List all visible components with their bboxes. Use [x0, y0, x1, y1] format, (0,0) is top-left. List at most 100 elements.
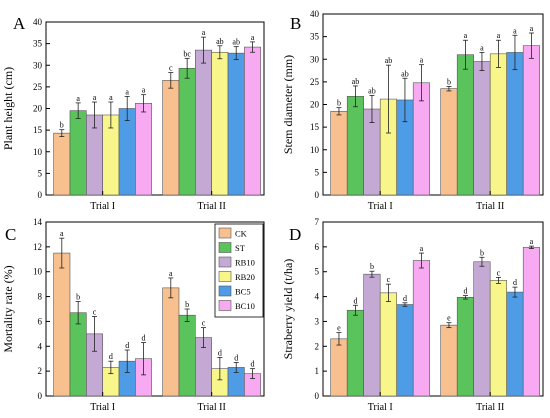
y-tick-label: 4: [315, 292, 320, 302]
y-tick-label: 10: [33, 147, 43, 157]
x-category-label: Trial II: [198, 201, 226, 212]
x-category-label: Trial I: [368, 402, 393, 413]
significance-letter: a: [60, 229, 64, 238]
significance-letter: b: [337, 99, 341, 108]
bar: [489, 53, 508, 196]
bar: [440, 88, 458, 196]
significance-letter: e: [447, 314, 451, 323]
y-axis-title: Mortality rate (%): [1, 265, 15, 352]
y-tick-label: 40: [33, 17, 43, 27]
y-tick-label: 15: [310, 122, 320, 132]
legend-label: RB10: [235, 258, 255, 268]
y-axis-title: Plant height (cm): [1, 67, 15, 150]
significance-letter: e: [337, 324, 341, 333]
significance-letter: a: [480, 43, 484, 52]
legend-swatch: [218, 227, 232, 239]
y-tick-label: 6: [315, 242, 320, 252]
bar: [363, 273, 381, 397]
y-tick-label: 2: [38, 366, 43, 376]
legend-label: BC5: [235, 287, 251, 297]
significance-letter: d: [234, 353, 238, 362]
bar: [162, 80, 180, 196]
significance-letter: c: [497, 268, 501, 277]
y-tick-label: 0: [315, 391, 320, 401]
y-tick-label: 10: [310, 145, 320, 155]
significance-letter: a: [497, 31, 501, 40]
panel-letter: D: [289, 225, 301, 244]
significance-letter: b: [447, 77, 451, 86]
significance-letter: a: [202, 28, 206, 37]
y-tick-label: 35: [310, 32, 320, 42]
significance-letter: a: [530, 24, 534, 33]
panel-letter: B: [290, 14, 301, 33]
significance-letter: b: [185, 300, 189, 309]
bar: [346, 309, 365, 397]
x-category-label: Trial I: [90, 201, 115, 212]
significance-letter: a: [169, 269, 173, 278]
legend-swatch: [218, 285, 232, 297]
significance-letter: a: [251, 33, 255, 42]
legend-label: BC10: [235, 301, 255, 311]
significance-letter: b: [60, 121, 64, 130]
significance-letter: d: [125, 341, 129, 350]
bar: [227, 52, 245, 196]
significance-letter: d: [513, 278, 517, 287]
bar: [522, 247, 541, 397]
significance-letter: c: [93, 307, 97, 316]
significance-letter: a: [420, 56, 424, 65]
y-tick-label: 10: [33, 267, 43, 277]
significance-letter: ab: [352, 77, 360, 86]
y-tick-label: 30: [310, 54, 320, 64]
significance-letter: c: [387, 275, 391, 284]
bar: [346, 96, 365, 196]
legend: CK ST RB10 RB20 BC5 BC10: [214, 223, 264, 318]
y-tick-label: 15: [33, 125, 43, 135]
y-tick-label: 14: [33, 217, 43, 227]
y-tick-label: 1: [315, 366, 320, 376]
legend-swatch: [218, 300, 232, 311]
bar: [330, 338, 348, 397]
significance-letter: ab: [216, 37, 224, 46]
bar: [53, 252, 71, 397]
significance-letter: a: [109, 93, 113, 102]
significance-letter: b: [480, 248, 484, 257]
significance-letter: d: [109, 352, 113, 361]
significance-letter: d: [463, 287, 467, 296]
y-tick-label: 8: [38, 292, 43, 302]
panel-c: C 0 2 4 6 8 10 12 14 Mortality rate (%) a a b b c c d d d d…: [1, 217, 265, 413]
bar: [178, 67, 196, 196]
legend-swatch: [218, 242, 232, 253]
bar: [396, 304, 414, 397]
significance-letter: b: [76, 293, 80, 302]
significance-letter: b: [370, 262, 374, 271]
y-tick-label: 25: [310, 77, 320, 87]
significance-letter: d: [403, 294, 407, 303]
x-category-label: Trial II: [198, 402, 226, 413]
x-category-label: Trial II: [476, 402, 504, 413]
y-tick-label: 6: [38, 316, 43, 326]
legend-label: ST: [235, 243, 246, 253]
significance-letter: a: [420, 244, 424, 253]
y-tick-label: 35: [33, 39, 43, 49]
bar: [506, 291, 524, 397]
significance-letter: a: [76, 94, 80, 103]
legend-label: RB20: [235, 272, 255, 282]
bar: [456, 297, 475, 397]
y-tick-label: 20: [310, 100, 320, 110]
significance-letter: ab: [232, 38, 240, 47]
x-category-label: Trial II: [476, 201, 504, 212]
y-axis-title: Stem diameter (mm): [281, 55, 295, 154]
y-tick-label: 5: [315, 267, 320, 277]
x-category-label: Trial I: [368, 201, 393, 212]
significance-letter: c: [202, 319, 206, 328]
significance-letter: c: [169, 64, 173, 73]
y-tick-label: 20: [33, 104, 43, 114]
bar: [118, 108, 136, 196]
bar: [489, 280, 508, 397]
significance-letter: d: [142, 334, 146, 343]
y-tick-label: 2: [315, 341, 320, 351]
significance-letter: a: [464, 31, 468, 40]
legend-swatch: [218, 256, 232, 268]
significance-letter: a: [530, 237, 534, 246]
